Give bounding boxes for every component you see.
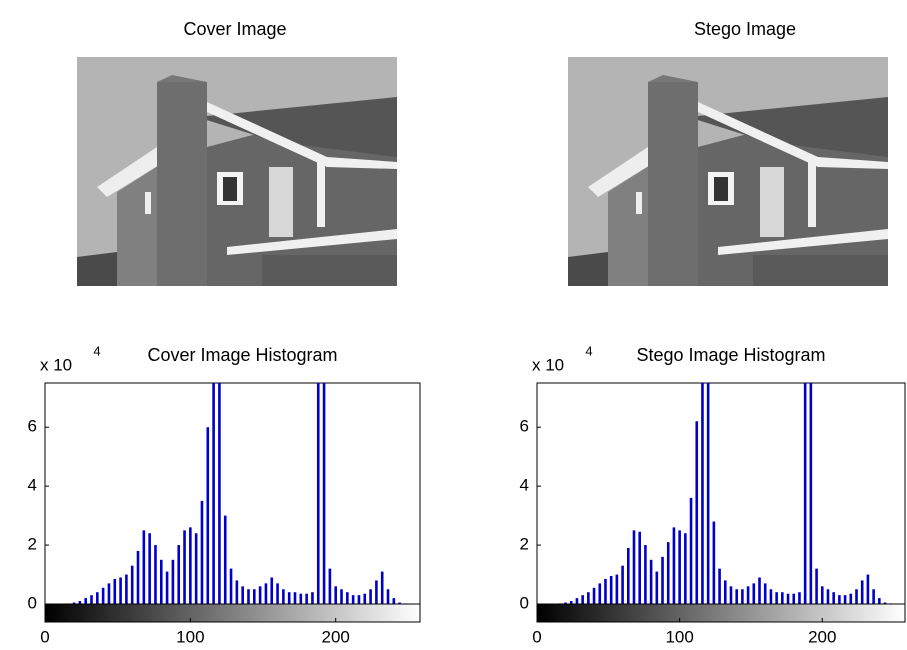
figure: Cover Image Stego Image 02460100200x 104… [0,0,907,650]
y-tick-label: 0 [28,593,37,612]
histogram-panel: 0 2 4 6 0 100 200 x 10 4 Stego Image Histogram [520,339,905,647]
y-exponent: x 10 [40,355,72,374]
stego-image [568,57,888,286]
y-exponent-power: 4 [585,343,592,358]
x-tick-label: 100 [176,627,204,646]
plot-area [537,383,905,604]
page: {"chart_data": [ {"type": "image", "titl… [0,0,907,650]
image-panel: Cover Image [77,19,397,286]
y-tick-label: 0 [520,593,529,612]
colorbar [537,604,905,622]
chart-title: Stego Image Histogram [636,345,825,365]
image-title: Stego Image [694,19,796,39]
x-tick-label: 200 [808,627,836,646]
y-tick-label: 2 [520,535,529,554]
x-tick-label: 0 [532,627,541,646]
chart-title: Cover Image Histogram [147,345,337,365]
y-tick-label: 6 [28,417,37,436]
x-tick-label: 0 [40,627,49,646]
x-tick-label: 100 [665,627,693,646]
y-exponent: x 10 [532,355,564,374]
y-tick-label: 4 [28,476,37,495]
image-title: Cover Image [183,19,286,39]
plot-area [45,383,420,604]
y-tick-label: 4 [520,476,529,495]
cover-image [77,57,397,286]
colorbar [45,604,420,622]
y-exponent-power: 4 [93,343,100,358]
y-tick-label: 6 [520,417,529,436]
histogram-panel: 0 2 4 6 0 100 200 x 10 4 Cover Image Histogram [28,339,420,647]
image-panel: Stego Image [568,19,888,286]
y-tick-label: 2 [28,535,37,554]
x-tick-label: 200 [322,627,350,646]
